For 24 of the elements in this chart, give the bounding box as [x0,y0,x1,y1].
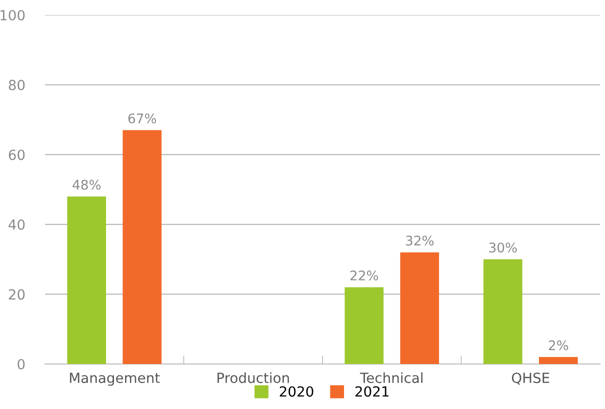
y-tick-label: 20 [8,289,25,300]
y-tick-label: 60 [8,150,25,160]
data-label: 32% [406,236,434,246]
bar [122,130,162,364]
x-tick-label: QHSE [512,372,550,385]
y-tick-label: 0 [18,358,25,370]
data-label: 67% [128,113,156,124]
x-tick-label: Management [70,372,160,386]
x-tick-label: Technical [360,372,422,384]
data-label: 22% [350,270,378,280]
bar [67,196,106,364]
y-tick-label: 100 [0,10,25,20]
bar [538,357,578,364]
bar [400,252,440,364]
x-tick-label: Production [218,372,289,384]
y-tick-label: 80 [8,80,25,90]
data-label: 2% [548,340,568,350]
bar [344,287,384,364]
y-tick-label: 40 [8,219,25,230]
bar [483,259,522,364]
data-label: 30% [489,242,517,253]
legend-label: 2020 [280,386,314,397]
legend-label: 2021 [355,386,389,397]
data-label: 48% [72,180,101,190]
